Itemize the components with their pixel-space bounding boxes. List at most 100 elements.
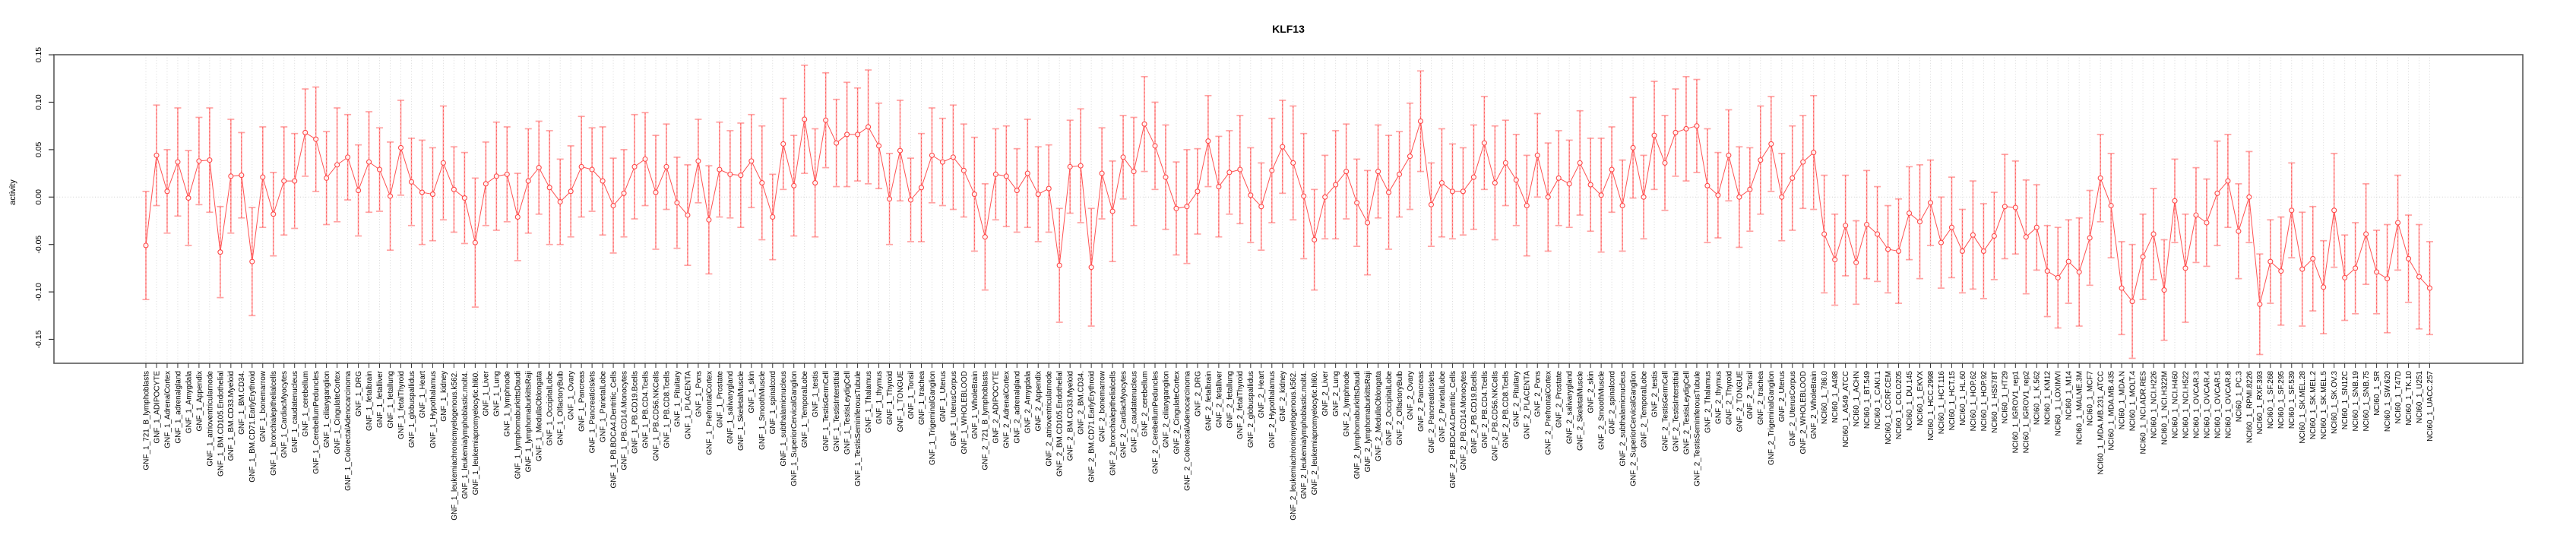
x-category-label: GNF_2_PB.CD56.NKCells <box>1492 371 1500 461</box>
data-point-marker <box>706 217 712 223</box>
data-point-marker <box>143 242 149 249</box>
data-point-marker <box>610 202 616 209</box>
data-point-marker <box>960 167 967 173</box>
data-point-marker <box>387 193 394 199</box>
data-point-marker <box>2129 299 2135 305</box>
data-point-marker <box>907 197 914 203</box>
x-category-label: GNF_1_lymphomaburkittsRaji <box>525 371 533 472</box>
data-point-marker <box>217 249 223 255</box>
data-point-marker <box>1630 144 1636 150</box>
data-point-marker <box>1651 132 1657 138</box>
data-point-marker <box>1587 182 1593 188</box>
data-point-marker <box>2236 228 2242 234</box>
x-category-label: NCI60_1_SNB.75 <box>2362 371 2371 432</box>
data-point-marker <box>2353 265 2359 271</box>
x-category-label: NCI60_1_SK.MEL.28 <box>2299 371 2307 444</box>
x-category-label: GNF_1_PB.BDCA4.Dentritic_Cells <box>609 371 618 489</box>
x-category-label: GNF_1_Liver <box>483 370 491 416</box>
y-axis-label: activity <box>8 179 17 205</box>
x-category-label: GNF_2_Uterus <box>1778 371 1786 422</box>
y-tick-label: -0.15 <box>34 330 43 348</box>
x-category-label: NCI60_1_MOLT.4 <box>2128 371 2137 432</box>
gridlines <box>54 55 2523 363</box>
data-point-marker <box>992 171 998 177</box>
x-category-label: GNF_2_SuperiorCervicalGanglion <box>1629 371 1638 486</box>
data-point-marker <box>239 173 245 179</box>
x-category-label: GNF_2_TrigeminalGanglion <box>1767 371 1776 465</box>
x-category-label: GNF_2_fetalbrain <box>1204 371 1213 431</box>
data-point-marker <box>2289 207 2295 214</box>
x-category-label: NCI60_1_HS578T <box>1991 371 1999 433</box>
x-category-label: GNF_2_PLACENTA <box>1524 371 1532 439</box>
x-category-label: GNF_1_AdrenalCortex <box>163 371 172 448</box>
x-category-label: GNF_2_salivarygland <box>1566 371 1574 444</box>
data-point-marker <box>1832 257 1838 263</box>
x-category-label: GNF_1_trachea <box>918 371 926 426</box>
x-category-label: GNF_1_PLACENTA <box>684 371 692 439</box>
x-category-label: GNF_2_SkeletalMuscle <box>1577 371 1585 451</box>
data-point-marker <box>2161 287 2167 293</box>
x-category-label: GNF_2_ColorectalAdenocarcinoma <box>1183 371 1191 491</box>
x-category-label: GNF_1_PancreaticIslets <box>589 371 597 453</box>
x-category-label: NCI60_1_OVCAR.5 <box>2214 371 2222 439</box>
data-point-marker <box>1131 169 1137 175</box>
data-point-marker <box>2374 269 2380 275</box>
x-category-label: GNF_2_leukemiachronicmyelogenous.k562. <box>1290 371 1298 521</box>
data-point-marker <box>2395 220 2401 226</box>
x-category-label: GNF_2_AdrenalCortex <box>1003 371 1011 448</box>
x-category-label: NCI60_1_ACHN <box>1853 371 1861 426</box>
x-category-label: GNF_2_kidney <box>1279 371 1287 422</box>
x-category-label: NCI60_1_SK.OV.3 <box>2331 371 2339 434</box>
x-category-label: GNF_1_ColorectalAdenocarcinoma <box>344 371 353 491</box>
data-point-marker <box>1577 160 1583 166</box>
data-point-marker <box>876 143 882 149</box>
data-point-marker <box>1396 171 1403 177</box>
data-point-marker <box>2023 234 2029 240</box>
data-point-marker <box>1758 157 1764 163</box>
x-category-label: GNF_2_caudatenucleus <box>1130 371 1138 453</box>
x-category-label: GNF_2_ciliaryganglion <box>1162 371 1170 448</box>
data-point-marker <box>1141 121 1147 127</box>
x-category-label: GNF_2_BM.CD71.EarlyErythroid <box>1088 371 1097 483</box>
data-point-marker <box>1938 239 1945 245</box>
data-point-marker <box>1056 262 1062 268</box>
x-category-label: GNF_2_OlfactoryBulb <box>1396 371 1404 445</box>
data-point-marker <box>1290 160 1296 166</box>
x-category-label: NCI60_1_A498 <box>1831 371 1840 423</box>
data-point-marker <box>2002 204 2008 210</box>
data-point-marker <box>939 159 945 165</box>
x-category-label: GNF_1_Prostate <box>716 371 724 428</box>
x-category-label: NCI60_1_UACC.257 <box>2426 371 2435 442</box>
x-category-label: GNF_2_Heart <box>1258 371 1266 418</box>
x-category-label: GNF_1_lymphnode <box>504 371 512 437</box>
data-point-marker <box>1333 182 1339 188</box>
x-category-label: NCI60_1_HCT.15 <box>1948 371 1957 431</box>
data-point-marker <box>334 162 340 168</box>
data-point-marker <box>1991 233 1997 239</box>
data-point-marker <box>1407 154 1413 160</box>
x-category-label: NCI60_1_OVCAR.3 <box>2192 371 2201 439</box>
x-category-label: GNF_1_BM.CD71.EarlyErythroid <box>248 371 257 483</box>
x-category-label: GNF_1_TrigeminalGanglion <box>929 371 937 465</box>
data-point-marker <box>429 192 435 198</box>
data-point-marker <box>1853 259 1859 265</box>
x-category-label: GNF_2_Ovary <box>1407 371 1415 420</box>
data-point-marker <box>2108 202 2114 209</box>
x-category-label: NCI60_1_SW.620 <box>2384 371 2392 432</box>
x-category-label: GNF_1_BM.CD33.Myeloid <box>227 371 236 461</box>
data-point-marker <box>1237 166 1243 173</box>
x-category-label: GNF_1_UterusCorpus <box>950 371 958 446</box>
data-point-marker <box>345 154 351 160</box>
x-category-label: NCI60_1_COLO205 <box>1895 371 1904 439</box>
x-category-label: NCI60_1_KM12 <box>2044 371 2052 426</box>
data-point-marker <box>1088 264 1094 271</box>
x-category-label: GNF_1_PrefrontalCortex <box>705 371 714 455</box>
x-category-label: GNF_2_leukemiapromyelocytic.hl60. <box>1311 371 1319 495</box>
x-category-label: GNF_2_CerebellumPeduncles <box>1151 371 1160 474</box>
data-point-marker <box>1970 232 1976 238</box>
x-category-label: GNF_1_Heart <box>419 371 427 418</box>
data-point-marker <box>472 239 478 245</box>
x-category-label: GNF_1_SuperiorCervicalGanglion <box>790 371 799 486</box>
x-category-label: GNF_1_WholeBrain <box>971 371 979 439</box>
